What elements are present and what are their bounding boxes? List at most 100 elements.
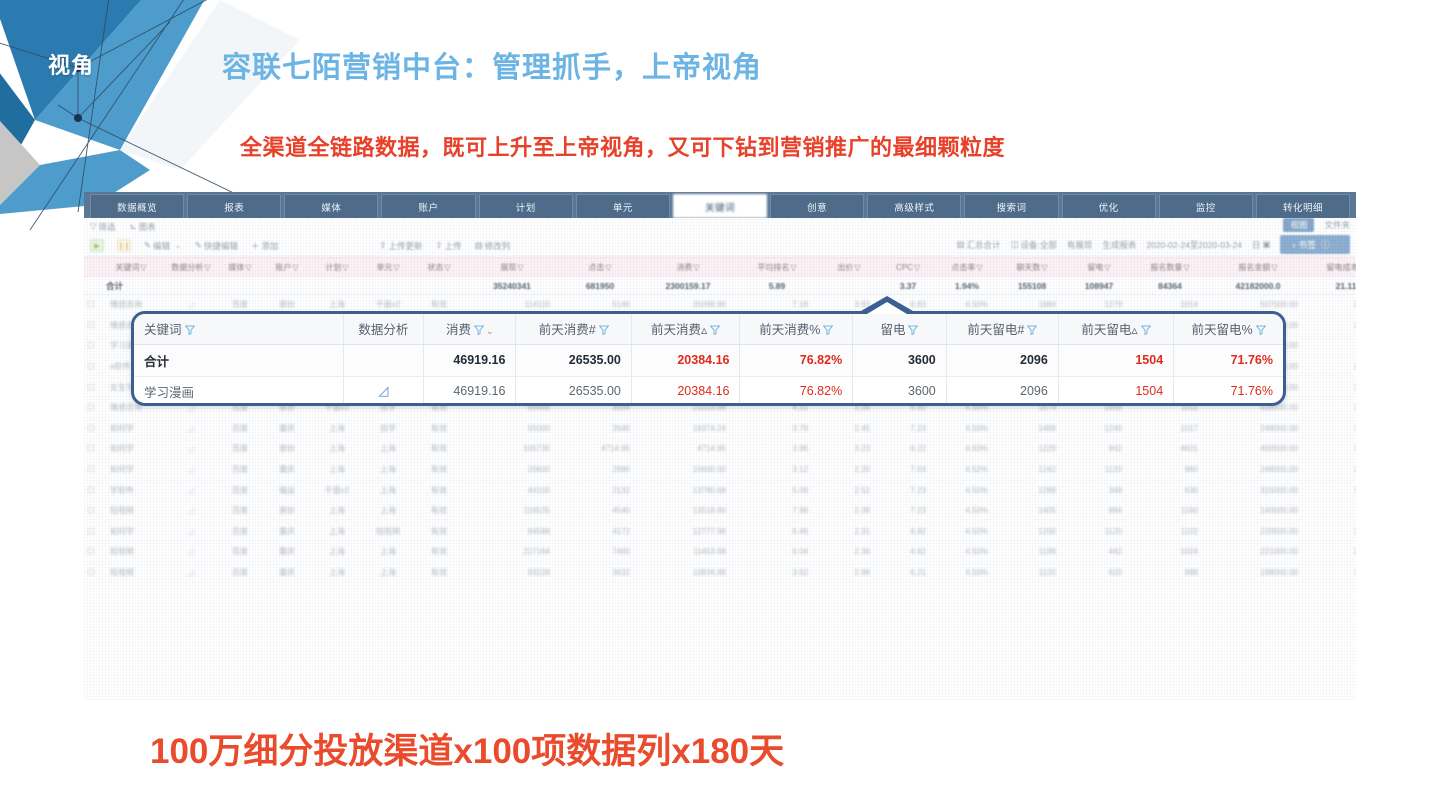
table-cell: ◿ bbox=[187, 403, 195, 413]
table-row[interactable]: ☐ 短视频 ◿ 百度 重庆 上海 上海 有效 227164 7460 11453.68 6.04 2.3… bbox=[84, 542, 1356, 563]
nav-tab-8[interactable]: 高级样式 bbox=[867, 194, 962, 218]
upload-update-button[interactable]: ⇪ 上传更新 bbox=[379, 240, 422, 252]
callout-total-cell-prev_leads_delta: 1504 bbox=[1058, 344, 1175, 377]
table-cell: 108947 bbox=[1084, 280, 1114, 291]
table-cell: ◿ bbox=[187, 547, 195, 557]
nav-tab-6[interactable]: 关键词 bbox=[672, 194, 768, 218]
trend-chart-icon[interactable]: ◿ bbox=[378, 383, 389, 399]
upload-button[interactable]: ⇪ 上传 bbox=[436, 240, 462, 252]
callout-column-header-0[interactable]: 关键词 bbox=[134, 314, 344, 345]
impression-filter-dropdown[interactable]: 有展现 bbox=[1066, 239, 1093, 250]
modify-columns-button[interactable]: ▤ 修改列 bbox=[475, 240, 511, 252]
chevron-down-icon[interactable]: ⌄ bbox=[485, 326, 494, 337]
bookmark-button[interactable]: ‹ 书签 ⓘ bbox=[1280, 235, 1350, 254]
callout-column-header-2[interactable]: 消费 ⌄ bbox=[423, 314, 517, 345]
nav-tab-12[interactable]: 转化明细 bbox=[1255, 194, 1351, 218]
table-cell: 630 bbox=[1184, 485, 1198, 495]
granularity-label: 日 bbox=[1251, 239, 1261, 250]
view-toggle-folder[interactable]: 文件夹 bbox=[1324, 220, 1350, 230]
callout-column-header-6[interactable]: 留电 bbox=[852, 314, 947, 345]
table-cell: 福益 bbox=[279, 485, 295, 495]
nav-tab-7[interactable]: 创意 bbox=[770, 194, 865, 218]
bg-column-header: 媒体 ▽ bbox=[228, 262, 252, 272]
deco-label: 视角 bbox=[48, 53, 95, 78]
bg-column-header: 报名金额 ▽ bbox=[1238, 262, 1278, 272]
table-cell: 21.11 bbox=[1335, 280, 1356, 291]
table-row[interactable]: ☐ 如何学 ◿ 百度 重庆 上海 短视频 有效 84588 4172 12777.96 6.46 2.3… bbox=[84, 522, 1356, 543]
table-row[interactable]: ☐ 情感咨询 ◿ 百度 景妙 千面v2 自学 有效 68466 3084 21023.88 4.31 3… bbox=[84, 398, 1356, 419]
table-row[interactable]: ☐ 如何学 ◿ 百度 景妙 上海 上海 有效 105735 4714.95 4714.95 3.96 3… bbox=[84, 439, 1356, 460]
add-button[interactable]: ＋ 添加 bbox=[251, 240, 279, 252]
callout-data-cell-prev_cost_pct: 76.82% bbox=[739, 376, 854, 403]
table-cell: 1188 bbox=[1038, 547, 1056, 557]
highlighted-callout-table: 关键词 数据分析 消费 ⌄ 前天消费# 前天消费▵ 前天消费% 留电 前天留电# 前天留电▵ 前天留… bbox=[131, 311, 1286, 406]
table-cell: 116535 bbox=[523, 506, 550, 516]
table-screenshot-body: ▽ 筛选 ⊾ 图表 视图 文件夹 ▶ ❙❙ ✎ 编辑 ⌄ ✎ 快捷编辑 bbox=[84, 218, 1356, 700]
table-cell: 93228 bbox=[527, 568, 550, 578]
edit-button[interactable]: ✎ 编辑 ⌄ bbox=[144, 240, 182, 252]
upload-icon: ⇪ bbox=[379, 240, 387, 250]
table-cell: 442 bbox=[1108, 547, 1122, 557]
table-cell: 1405 bbox=[1038, 506, 1056, 516]
nav-tab-5[interactable]: 单元 bbox=[575, 194, 670, 218]
pause-button[interactable]: ❙❙ bbox=[117, 239, 131, 252]
table-cell: ☐ bbox=[87, 320, 95, 330]
table-row[interactable]: ☐ 短视频 ◿ 百度 景妙 上海 上海 有效 116535 4540 13518.60 7.96 2.3… bbox=[84, 501, 1356, 522]
table-cell: 1011 bbox=[1180, 403, 1198, 413]
table-cell: 20600 bbox=[527, 465, 550, 475]
nav-tab-1[interactable]: 报表 bbox=[187, 194, 282, 218]
plus-icon: ＋ bbox=[250, 240, 260, 251]
generate-report-button[interactable]: 生成报表 bbox=[1102, 239, 1137, 250]
table-cell: 2.31 bbox=[854, 526, 870, 536]
callout-data-row[interactable]: 学习漫画 ◿ 46919.16 26535.00 20384.16 76.82% 3600 2… bbox=[134, 376, 1283, 403]
nav-tab-4[interactable]: 计划 bbox=[478, 194, 573, 218]
table-cell: 上海 bbox=[380, 568, 396, 578]
table-row[interactable]: ☐ 短视频 ◿ 百度 重庆 上海 上海 有效 93228 3632 10834.88 3.62 2.98… bbox=[84, 563, 1356, 584]
nav-tab-label: 搜索词 bbox=[996, 202, 1027, 214]
chart-button[interactable]: ⊾ 图表 bbox=[130, 221, 156, 233]
table-cell: 22.30 bbox=[1308, 321, 1356, 330]
table-cell: 55000 bbox=[527, 423, 550, 433]
table-cell: 合计 bbox=[106, 280, 124, 291]
nav-tab-9[interactable]: 搜索词 bbox=[964, 194, 1059, 218]
table-row[interactable]: ☐ 如何学 ◿ 百度 重庆 上海 上海 有效 20600 2990 15600.00 3.12 2.20… bbox=[84, 460, 1356, 481]
bg-column-header: 平均排名 ▽ bbox=[757, 262, 797, 272]
app-screenshot-panel: 数据概览 报表 媒体 账户 计划 单元 关键词 创意 高级样式 搜索词 优化 监控 转化明细 ▽ 筛选 … bbox=[84, 192, 1356, 700]
table-cell: 5140 bbox=[612, 300, 630, 310]
granularity-dropdown[interactable]: 日 ▣ bbox=[1252, 239, 1271, 251]
table-cell: 上海 bbox=[380, 506, 396, 516]
date-range-picker[interactable]: 2020-02-24至2020-03-24 bbox=[1146, 239, 1242, 250]
table-row[interactable]: ☐ 学软件 ◿ 百度 福益 千面v2 上海 有效 44100 2132 13780.68 5.09 2.… bbox=[84, 480, 1356, 501]
nav-tab-11[interactable]: 监控 bbox=[1158, 194, 1253, 218]
view-toggle-view[interactable]: 视图 bbox=[1283, 218, 1315, 232]
nav-tab-2[interactable]: 媒体 bbox=[284, 194, 379, 218]
callout-column-header-9[interactable]: 前天留电% bbox=[1173, 314, 1283, 345]
nav-tab-bar: 数据概览 报表 媒体 账户 计划 单元 关键词 创意 高级样式 搜索词 优化 监控 转化明细 bbox=[84, 192, 1356, 218]
enable-button[interactable]: ▶ bbox=[90, 239, 104, 252]
callout-column-header-3[interactable]: 前天消费# bbox=[515, 314, 632, 345]
device-filter-dropdown[interactable]: ◫ 设备:全部 bbox=[1011, 239, 1057, 251]
background-table-header: 关键词 ▽ 数据分析 ▽ 媒体 ▽ 账户 ▽ 计划 ▽ 单元 ▽ 状态 ▽ 展现 ▽ 点击 ▽ 消费 ▽ 平均排名 ▽ 出价… bbox=[84, 257, 1356, 277]
summary-total-dropdown[interactable]: ▤ 汇总合计 bbox=[956, 239, 1000, 251]
callout-column-header-7[interactable]: 前天留电# bbox=[946, 314, 1059, 345]
table-row[interactable]: ☐ 如何学 ◿ 百度 重庆 上海 自学 有效 55000 2640 18374.24 3.79 2.45… bbox=[84, 419, 1356, 440]
callout-column-header-4[interactable]: 前天消费▵ bbox=[631, 314, 741, 345]
quick-edit-button[interactable]: ✎ 快捷编辑 bbox=[195, 240, 238, 252]
nav-tab-10[interactable]: 优化 bbox=[1061, 194, 1156, 218]
table-cell: 有效 bbox=[431, 506, 447, 516]
nav-tab-0[interactable]: 数据概览 bbox=[90, 194, 185, 218]
callout-column-header-5[interactable]: 前天消费% bbox=[739, 314, 854, 345]
filter-icon: ▽ bbox=[90, 221, 97, 231]
bg-column-header: CPC ▽ bbox=[895, 262, 921, 272]
table-cell: 3.96 bbox=[792, 444, 808, 454]
table-cell: 短视频 bbox=[376, 526, 400, 536]
nav-tab-3[interactable]: 账户 bbox=[381, 194, 476, 218]
callout-column-header-1[interactable]: 数据分析 bbox=[343, 314, 425, 345]
table-cell: 114110 bbox=[524, 300, 550, 310]
table-cell: 上海 bbox=[380, 465, 396, 475]
filter-button[interactable]: ▽ 筛选 bbox=[90, 221, 116, 233]
callout-column-header-8[interactable]: 前天留电▵ bbox=[1058, 314, 1175, 345]
table-cell: 507000.00 bbox=[1260, 300, 1298, 310]
table-cell: 百度 bbox=[232, 547, 248, 557]
bg-column-header: 关键词 ▽ bbox=[115, 262, 147, 272]
